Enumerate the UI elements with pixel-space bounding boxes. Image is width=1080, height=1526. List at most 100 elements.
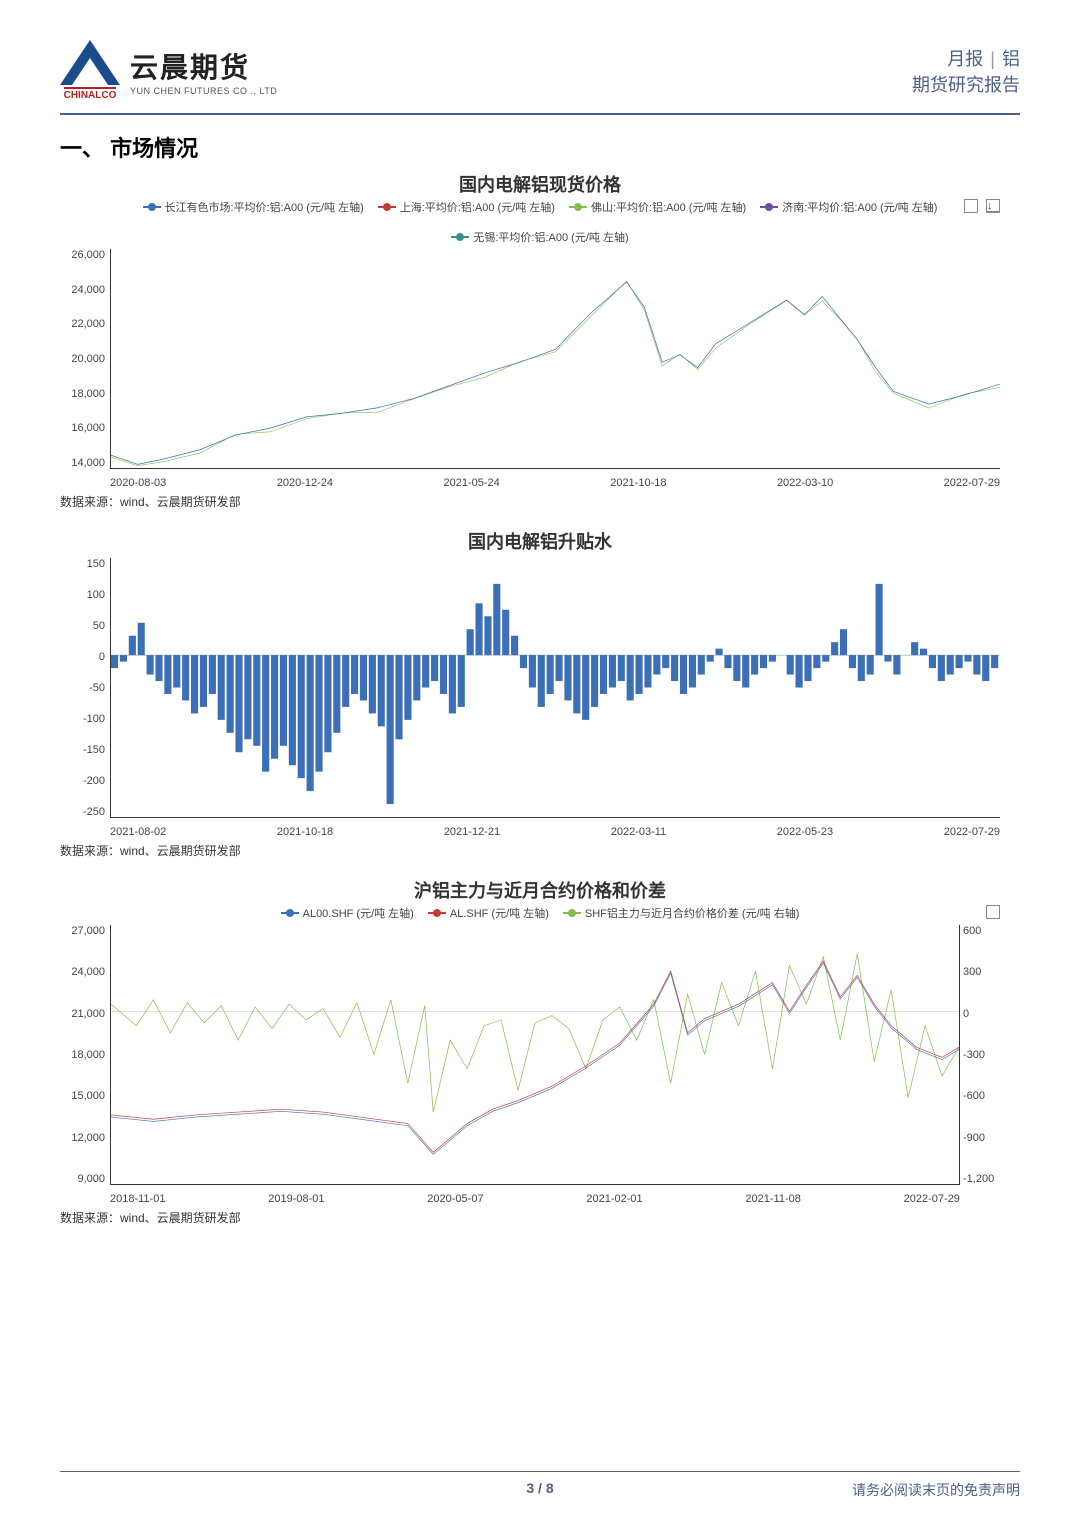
legend-item: 无锡:平均价:铝:A00 (元/吨 左轴) xyxy=(451,229,628,245)
axis-tick: 27,000 xyxy=(60,925,105,937)
chart1-source: 数据来源：wind、云晨期货研发部 xyxy=(60,493,1020,510)
chart2-plot xyxy=(110,558,1000,818)
chart2-block: 国内电解铝升贴水 150100500-50-100-150-200-250 20… xyxy=(60,528,1020,859)
axis-tick: -100 xyxy=(60,713,105,725)
axis-tick: -50 xyxy=(60,682,105,694)
axis-tick: 15,000 xyxy=(60,1090,105,1102)
axis-tick: 2022-05-23 xyxy=(777,826,833,838)
logo-block: CHINALCO 云晨期货 YUN CHEN FUTURES CO ., LTD xyxy=(60,40,277,101)
axis-tick: 50 xyxy=(60,620,105,632)
axis-tick: 100 xyxy=(60,589,105,601)
chart1-title: 国内电解铝现货价格 xyxy=(60,171,1020,197)
axis-tick: 9,000 xyxy=(60,1173,105,1185)
axis-tick: 2021-12-21 xyxy=(444,826,500,838)
axis-tick: -900 xyxy=(963,1132,1008,1144)
chart2-xaxis: 2021-08-02 2021-10-18 2021-12-21 2022-03-11… xyxy=(110,826,1000,838)
legend-item: 上海:平均价:铝:A00 (元/吨 左轴) xyxy=(378,199,555,215)
chart3-block: 沪铝主力与近月合约价格和价差 AL00.SHF (元/吨 左轴) AL.SHF (… xyxy=(60,877,1020,1226)
logo-en-text: YUN CHEN FUTURES CO ., LTD xyxy=(130,86,277,96)
header-report-type: 月报 xyxy=(947,49,983,69)
axis-tick: 21,000 xyxy=(60,1008,105,1020)
header-commodity: 铝 xyxy=(1002,49,1020,69)
logo-triangle-icon xyxy=(60,40,120,85)
page-current: 3 xyxy=(526,1480,534,1496)
legend-item: 佛山:平均价:铝:A00 (元/吨 左轴) xyxy=(569,199,746,215)
chart3-xaxis: 2018-11-01 2019-08-01 2020-05-07 2021-02-01… xyxy=(110,1193,960,1205)
axis-tick: 24,000 xyxy=(60,966,105,978)
chart1-legend: 长江有色市场:平均价:铝:A00 (元/吨 左轴) 上海:平均价:铝:A00 (元… xyxy=(60,199,1020,245)
chart2-source: 数据来源：wind、云晨期货研发部 xyxy=(60,842,1020,859)
page-total: 8 xyxy=(546,1480,554,1496)
legend-item: 长江有色市场:平均价:铝:A00 (元/吨 左轴) xyxy=(143,199,364,215)
axis-tick: 22,000 xyxy=(60,318,105,330)
axis-tick: -300 xyxy=(963,1049,1008,1061)
axis-tick: 2020-05-07 xyxy=(427,1193,483,1205)
chart1-block: 国内电解铝现货价格 长江有色市场:平均价:铝:A00 (元/吨 左轴) 上海:平均… xyxy=(60,171,1020,510)
axis-tick: 2021-05-24 xyxy=(443,477,499,489)
axis-tick: 2018-11-01 xyxy=(110,1193,165,1205)
axis-tick: 26,000 xyxy=(60,249,105,261)
chart3-source: 数据来源：wind、云晨期货研发部 xyxy=(60,1209,1020,1226)
legend-item: AL.SHF (元/吨 左轴) xyxy=(428,905,549,921)
chart3-yaxis-left: 27,000 24,000 21,000 18,000 15,000 12,000 9,00… xyxy=(60,925,105,1185)
axis-tick: 2020-08-03 xyxy=(110,477,166,489)
chinalco-label: CHINALCO xyxy=(64,87,117,101)
axis-tick: 24,000 xyxy=(60,284,105,296)
axis-tick: 18,000 xyxy=(60,388,105,400)
page-number: 3 / 8 xyxy=(526,1480,553,1496)
chart3-title: 沪铝主力与近月合约价格和价差 xyxy=(60,877,1020,903)
axis-tick: 150 xyxy=(60,558,105,570)
page-footer: 3 / 8 请务必阅读末页的免责声明 xyxy=(60,1471,1020,1496)
axis-tick: 2020-12-24 xyxy=(277,477,333,489)
legend-item: 济南:平均价:铝:A00 (元/吨 左轴) xyxy=(760,199,937,215)
axis-tick: 2022-07-29 xyxy=(944,826,1000,838)
section-title: 一、 市场情况 xyxy=(60,131,1020,163)
axis-tick: 2022-03-11 xyxy=(611,826,666,838)
axis-tick: 16,000 xyxy=(60,422,105,434)
footer-disclaimer: 请务必阅读末页的免责声明 xyxy=(852,1480,1020,1500)
axis-tick: 2022-07-29 xyxy=(904,1193,960,1205)
axis-tick: 2019-08-01 xyxy=(268,1193,324,1205)
chart1-xaxis: 2020-08-03 2020-12-24 2021-05-24 2021-10-18… xyxy=(110,477,1000,489)
axis-tick: 600 xyxy=(963,925,1008,937)
export-icon[interactable] xyxy=(964,199,978,213)
axis-tick: 0 xyxy=(963,1008,1008,1020)
axis-tick: 300 xyxy=(963,966,1008,978)
header-sep: | xyxy=(990,49,995,69)
header-right: 月报 | 铝 期货研究报告 xyxy=(912,45,1020,97)
axis-tick: -150 xyxy=(60,744,105,756)
axis-tick: -600 xyxy=(963,1090,1008,1102)
axis-tick: 2021-10-18 xyxy=(610,477,666,489)
chart3-legend: AL00.SHF (元/吨 左轴) AL.SHF (元/吨 左轴) SHF铝主力与近… xyxy=(60,905,1020,921)
axis-tick: 14,000 xyxy=(60,457,105,469)
axis-tick: -200 xyxy=(60,775,105,787)
axis-tick: 2021-02-01 xyxy=(586,1193,642,1205)
axis-tick: 2021-08-02 xyxy=(110,826,166,838)
chart2-area: 150100500-50-100-150-200-250 2021-08-022… xyxy=(110,558,1000,838)
legend-item: AL00.SHF (元/吨 左轴) xyxy=(281,905,414,921)
axis-tick: 20,000 xyxy=(60,353,105,365)
chart1-yaxis: 26,000 24,000 22,000 20,000 18,000 16,000 14,0… xyxy=(60,249,105,469)
chart1-plot xyxy=(110,249,1000,469)
axis-tick: 0 xyxy=(60,651,105,663)
chart3-area: 27,00024,00021,00018,00015,00012,0009,00… xyxy=(110,925,960,1205)
chart1-area: 26,00024,00022,00020,00018,00016,00014,0… xyxy=(110,249,1000,489)
axis-tick: 18,000 xyxy=(60,1049,105,1061)
chart3-yaxis-right: 600 300 0 -300 -600 -900 -1,200 xyxy=(963,925,1008,1185)
chart2-title: 国内电解铝升贴水 xyxy=(60,528,1020,554)
export-icon[interactable] xyxy=(986,905,1000,919)
axis-tick: -250 xyxy=(60,806,105,818)
page-header: CHINALCO 云晨期货 YUN CHEN FUTURES CO ., LTD… xyxy=(60,40,1020,115)
download-icon[interactable]: ↓ xyxy=(986,199,1000,213)
axis-tick: 2022-07-29 xyxy=(944,477,1000,489)
chart2-yaxis: 150 100 50 0 -50 -100 -150 -200 -250 xyxy=(60,558,105,818)
axis-tick: 2021-10-18 xyxy=(277,826,333,838)
axis-tick: 2022-03-10 xyxy=(777,477,833,489)
axis-tick: 2021-11-08 xyxy=(745,1193,800,1205)
logo-cn-text: 云晨期货 xyxy=(130,46,277,86)
header-subtitle: 期货研究报告 xyxy=(912,71,1020,97)
axis-tick: 12,000 xyxy=(60,1132,105,1144)
legend-item: SHF铝主力与近月合约价格价差 (元/吨 右轴) xyxy=(563,905,800,921)
axis-tick: -1,200 xyxy=(963,1173,1008,1185)
chart3-plot xyxy=(110,925,960,1185)
